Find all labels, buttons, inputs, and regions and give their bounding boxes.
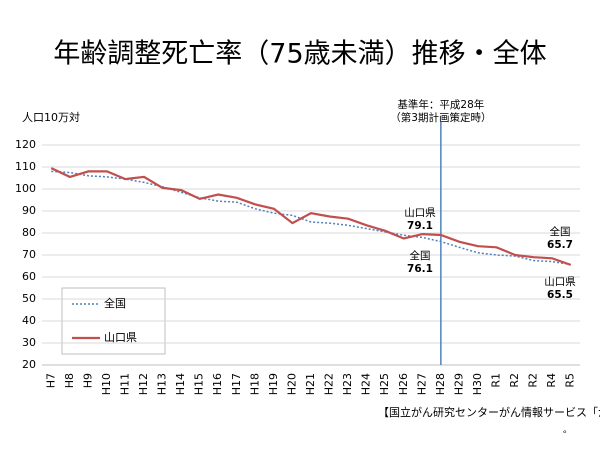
x-tick-label: H13 <box>156 373 169 395</box>
x-tick-label: H21 <box>304 373 317 395</box>
y-tick-label: 90 <box>22 204 36 217</box>
x-tick-label: H10 <box>100 373 113 395</box>
x-tick-label: H14 <box>174 373 187 395</box>
y-tick-label: 40 <box>22 314 36 327</box>
x-tick-label: H11 <box>118 373 131 395</box>
x-tick-label: R5 <box>564 373 577 388</box>
y-tick-label: 30 <box>22 336 36 349</box>
y-tick-label: 20 <box>22 358 36 371</box>
x-tick-label: H16 <box>211 373 224 395</box>
annotation-name: 全国 <box>550 225 571 238</box>
data-label: 65.7 <box>547 239 573 251</box>
legend-label: 山口県 <box>104 331 137 344</box>
x-tick-label: H28 <box>434 373 447 395</box>
x-tick-label: H22 <box>323 373 336 395</box>
x-tick-label: H24 <box>360 373 373 395</box>
annotation-name: 山口県 <box>404 207 436 219</box>
y-tick-label: 60 <box>22 270 36 283</box>
series-line <box>51 170 571 266</box>
x-tick-label: H19 <box>267 373 280 395</box>
y-tick-label: 110 <box>15 160 36 173</box>
y-tick-label: 120 <box>15 138 36 151</box>
x-tick-label: R2 <box>508 373 521 388</box>
x-tick-label: H18 <box>248 373 261 395</box>
y-tick-label: 70 <box>22 248 36 261</box>
y-tick-label: 50 <box>22 292 36 305</box>
annotation-name: 山口県 <box>544 276 576 288</box>
x-tick-label: H23 <box>341 373 354 395</box>
data-label: 65.5 <box>547 289 573 301</box>
series-line <box>50 167 572 266</box>
y-tick-label: 80 <box>22 226 36 239</box>
x-tick-label: H20 <box>285 373 298 395</box>
footnote: 。 <box>563 426 572 436</box>
x-tick-label: R4 <box>545 373 558 388</box>
annotation-name: 全国 <box>410 249 431 262</box>
x-tick-label: H15 <box>193 373 206 395</box>
x-tick-label: R2 <box>527 373 540 388</box>
x-tick-label: H9 <box>81 373 94 388</box>
x-tick-label: H12 <box>137 373 150 395</box>
chart-title: 年齢調整死亡率（75歳未満）推移・全体 <box>53 39 546 70</box>
x-tick-label: H7 <box>44 373 57 388</box>
x-tick-label: R1 <box>490 373 503 388</box>
x-tick-label: H8 <box>63 373 76 388</box>
x-tick-label: H25 <box>378 373 391 395</box>
x-tick-label: H27 <box>415 373 428 395</box>
x-tick-label: H26 <box>397 373 410 395</box>
y-axis-label: 人口10万対 <box>22 110 80 124</box>
reference-label: （第3期計画策定時） <box>390 111 491 124</box>
reference-label: 基準年：平成28年 <box>397 98 484 111</box>
x-tick-label: H30 <box>471 373 484 395</box>
x-tick-label: H17 <box>230 373 243 395</box>
data-label: 79.1 <box>407 220 433 232</box>
y-tick-label: 100 <box>15 182 36 195</box>
x-tick-label: H29 <box>452 373 465 395</box>
source: 【国立がん研究センターがん情報サービス「がん統計」（人口動態統計）】 <box>378 405 600 419</box>
legend-label: 全国 <box>104 296 126 310</box>
data-label: 76.1 <box>407 263 433 275</box>
